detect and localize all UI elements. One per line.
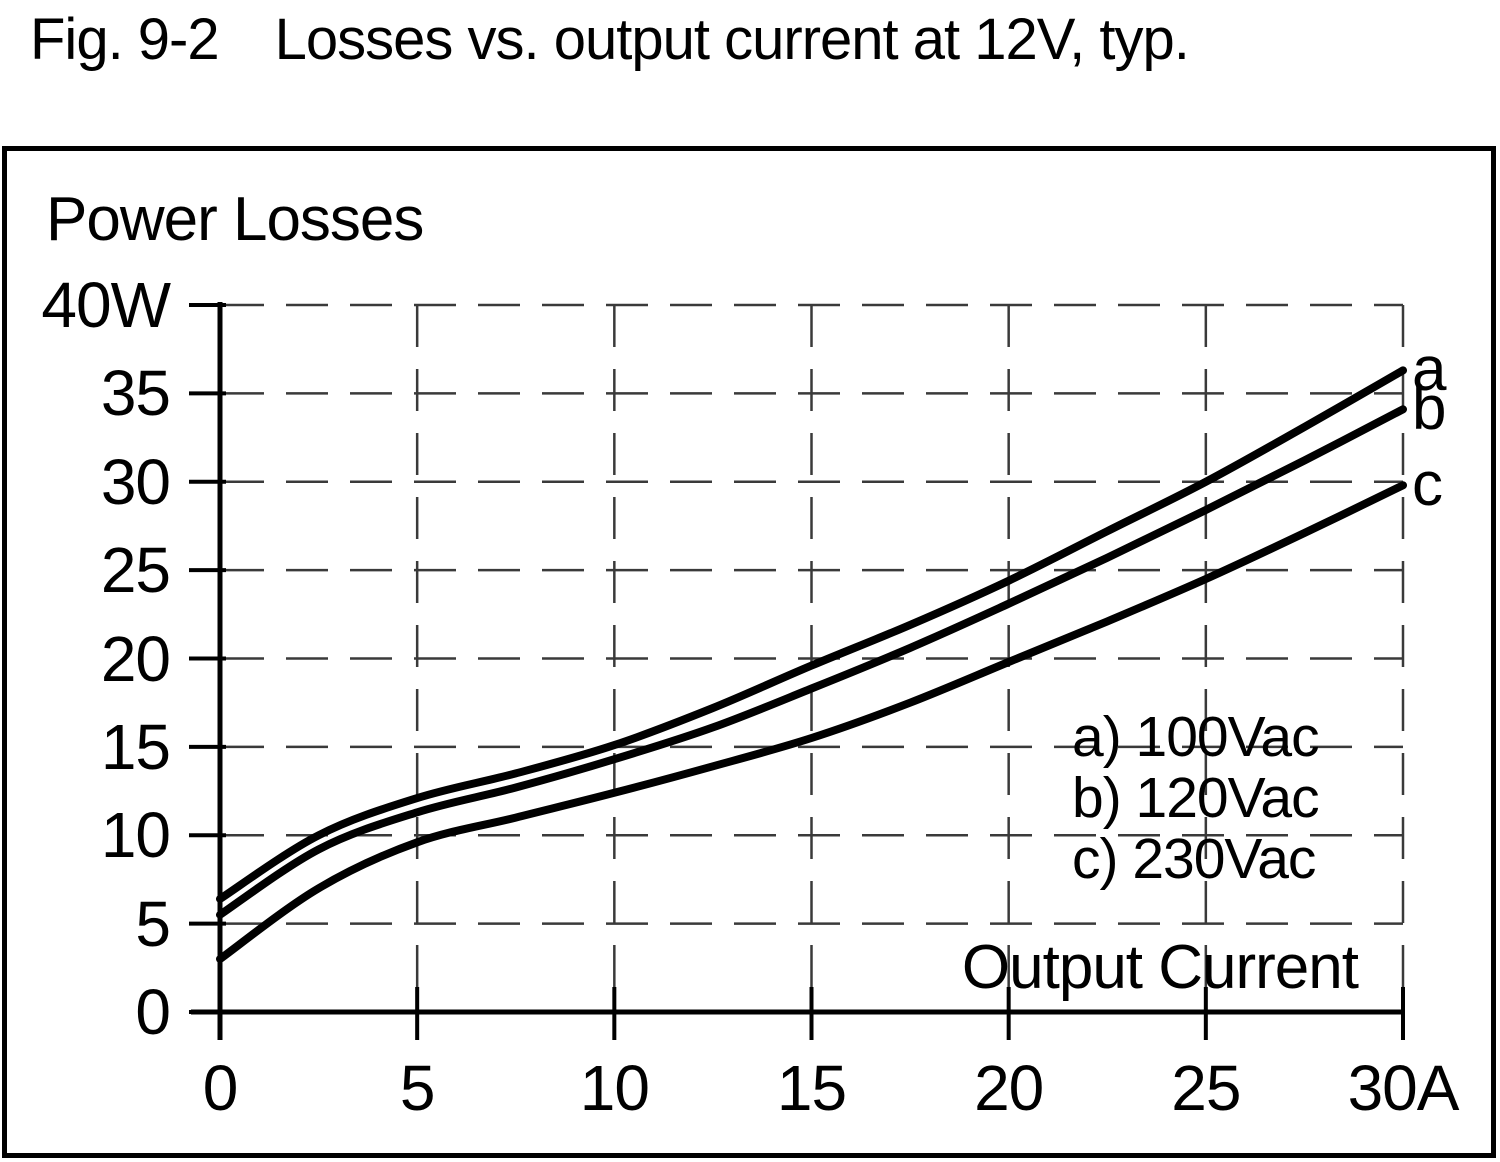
curve-b [216, 405, 1407, 919]
y-tick-label: 20 [100, 622, 171, 695]
x-tick-label: 10 [579, 1052, 650, 1124]
x-tick-label: 0 [202, 1052, 239, 1124]
y-tick-label: 35 [100, 357, 171, 430]
y-tick-label: 40W [41, 269, 171, 341]
y-tick-label: 5 [135, 887, 171, 960]
y-axis-title: Power Losses [46, 185, 424, 254]
chart-legend: a) 100Vac b) 120Vac c) 230Vac [1072, 705, 1320, 891]
x-tick-label: 25 [1171, 1052, 1241, 1124]
curve-a [216, 366, 1407, 903]
y-tick-label: 25 [100, 534, 171, 607]
y-tick-label: 15 [100, 710, 171, 783]
x-tick-label: 15 [776, 1052, 847, 1124]
figure-caption: Losses vs. output current at 12V, typ. [274, 7, 1190, 72]
figure-title-row: Fig. 9-2 Losses vs. output current at 12V… [30, 6, 1190, 73]
x-tick-label: 5 [399, 1052, 436, 1124]
legend-item-a: a) 100Vac [1072, 705, 1320, 769]
curve-label-a: a [1412, 335, 1447, 405]
legend-item-b: b) 120Vac [1072, 766, 1320, 830]
curve-c [216, 481, 1407, 963]
x-tick-label: 20 [974, 1052, 1044, 1124]
y-tick-label: 0 [135, 976, 171, 1048]
chart-outer-border [2, 146, 1496, 1158]
curve-label-b: b [1412, 374, 1447, 444]
y-tick-label: 30 [100, 445, 171, 518]
y-tick-label: 10 [100, 799, 171, 872]
curve-label-c: c [1412, 450, 1443, 520]
legend-item-c: c) 230Vac [1072, 827, 1316, 891]
x-tick-label: 30A [1347, 1052, 1460, 1124]
figure-number: Fig. 9-2 [30, 7, 220, 72]
x-axis-title: Output Current [961, 933, 1359, 1002]
